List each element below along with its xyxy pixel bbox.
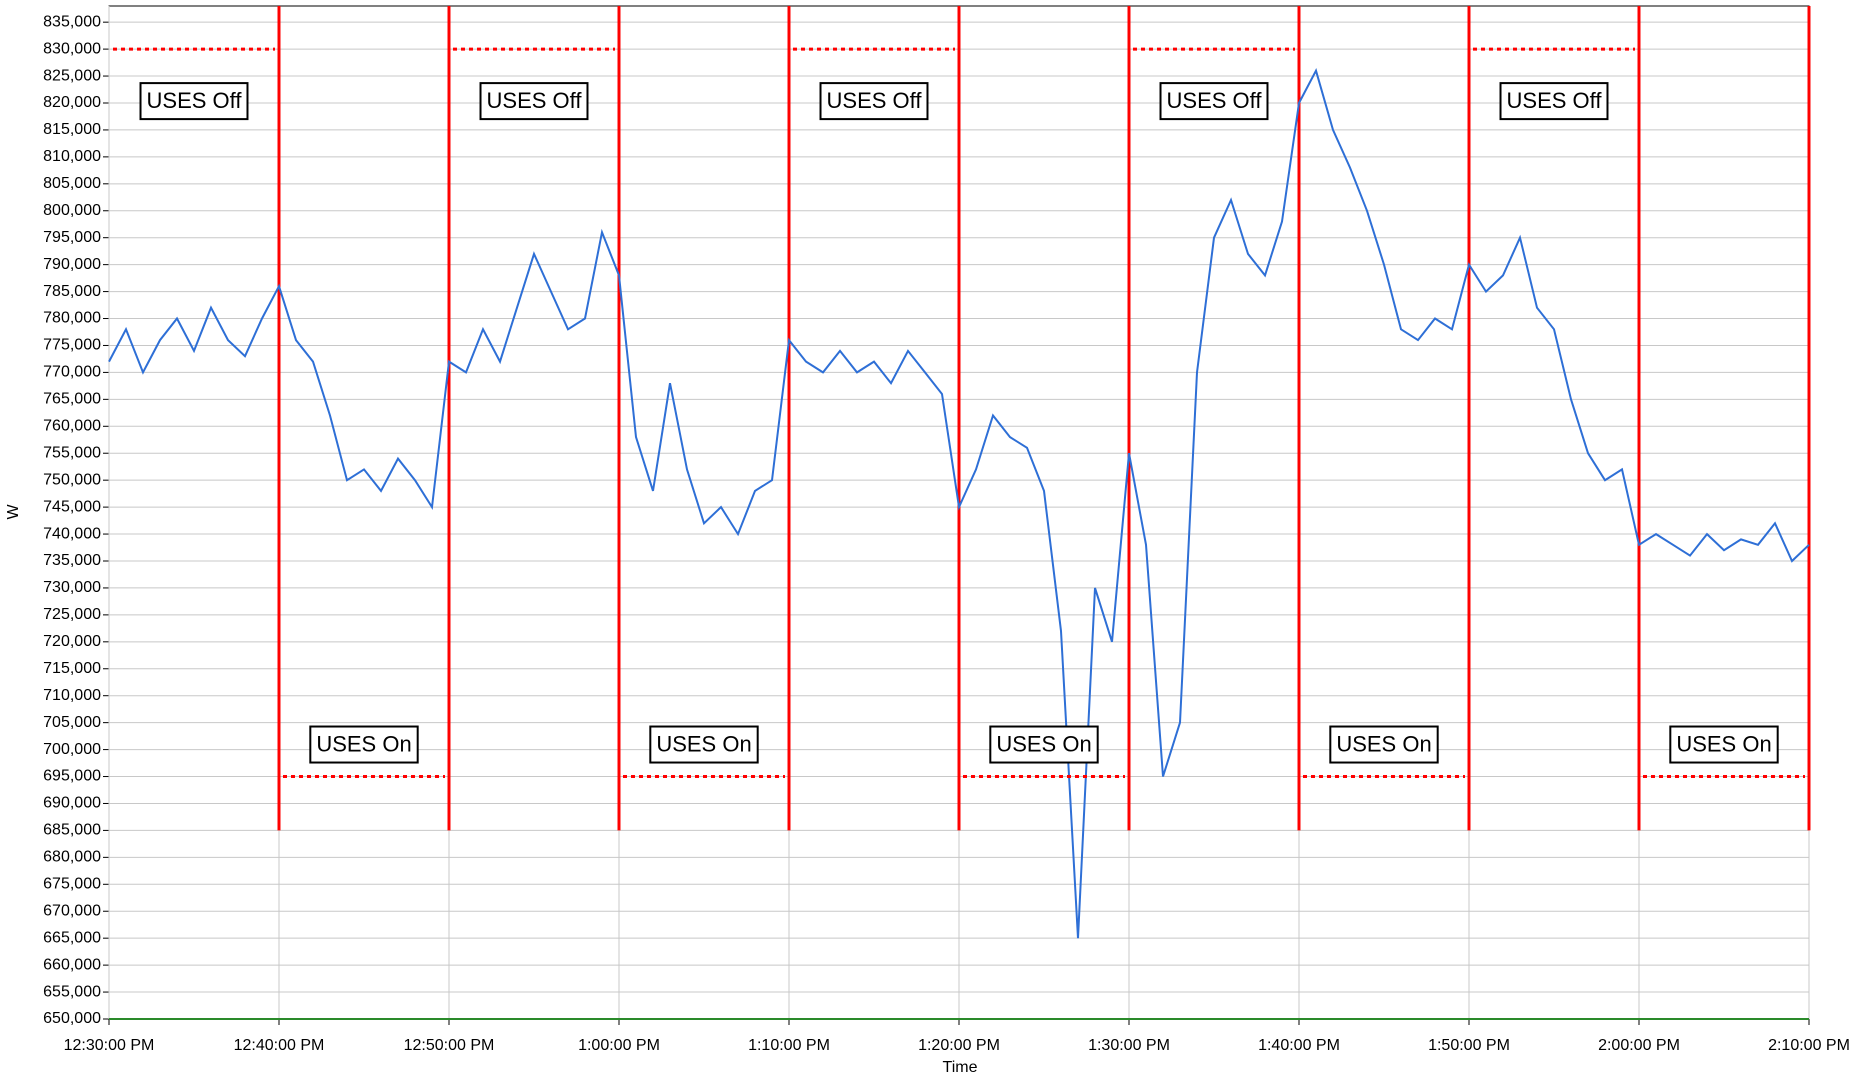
y-tick-label: 780,000 xyxy=(43,310,101,327)
annotation-box xyxy=(139,82,249,121)
y-tick-label: 805,000 xyxy=(43,175,101,192)
y-tick-label: 650,000 xyxy=(43,1010,101,1027)
annotation-label: USES On xyxy=(656,731,751,756)
y-tick-label: 760,000 xyxy=(43,418,101,435)
y-tick-label: 685,000 xyxy=(43,822,101,839)
x-tick-label: 1:20:00 PM xyxy=(918,1037,1000,1054)
annotation-box xyxy=(819,82,929,121)
x-tick-label: 1:40:00 PM xyxy=(1258,1037,1340,1054)
y-tick-label: 790,000 xyxy=(43,256,101,273)
annotation-label: USES Off xyxy=(827,88,923,113)
x-tick-label: 12:50:00 PM xyxy=(404,1037,495,1054)
y-tick-label: 655,000 xyxy=(43,983,101,1000)
y-tick-label: 710,000 xyxy=(43,687,101,704)
annotation-label: USES Off xyxy=(1167,88,1263,113)
data-line xyxy=(108,68,1810,939)
x-tick-label: 1:00:00 PM xyxy=(578,1037,660,1054)
x-tick-label: 1:50:00 PM xyxy=(1428,1037,1510,1054)
y-tick-label: 740,000 xyxy=(43,525,101,542)
y-tick-label: 675,000 xyxy=(43,876,101,893)
y-tick-label: 820,000 xyxy=(43,94,101,111)
annotation-label: USES On xyxy=(996,731,1091,756)
y-tick-label: 815,000 xyxy=(43,121,101,138)
annotation-label: USES On xyxy=(316,731,411,756)
x-tick-label: 12:40:00 PM xyxy=(234,1037,325,1054)
annotation-box xyxy=(309,725,419,764)
annotation-box xyxy=(1159,82,1269,121)
annotation-box xyxy=(1499,82,1609,121)
x-tick-label: 2:10:00 PM xyxy=(1768,1037,1850,1054)
y-tick-label: 835,000 xyxy=(43,13,101,30)
x-tick-label: 2:00:00 PM xyxy=(1598,1037,1680,1054)
annotation-label: USES Off xyxy=(147,88,243,113)
y-tick-label: 705,000 xyxy=(43,714,101,731)
y-tick-label: 795,000 xyxy=(43,229,101,246)
y-axis-label: W xyxy=(5,504,22,520)
annotation-label: USES Off xyxy=(1507,88,1603,113)
y-tick-label: 765,000 xyxy=(43,391,101,408)
annotation-box xyxy=(989,725,1099,764)
y-tick-label: 770,000 xyxy=(43,364,101,381)
x-axis-label: Time xyxy=(943,1059,978,1076)
y-tick-label: 730,000 xyxy=(43,579,101,596)
x-tick-label: 1:10:00 PM xyxy=(748,1037,830,1054)
x-tick-label: 1:30:00 PM xyxy=(1088,1037,1170,1054)
annotation-label: USES On xyxy=(1676,731,1771,756)
x-tick-label: 12:30:00 PM xyxy=(64,1037,155,1054)
annotation-box xyxy=(649,725,759,764)
y-tick-label: 695,000 xyxy=(43,768,101,785)
annotation-box xyxy=(1329,725,1439,764)
y-tick-label: 665,000 xyxy=(43,929,101,946)
y-tick-label: 830,000 xyxy=(43,40,101,57)
y-tick-label: 700,000 xyxy=(43,741,101,758)
annotation-box xyxy=(1669,725,1779,764)
annotation-box xyxy=(479,82,589,121)
y-tick-label: 775,000 xyxy=(43,337,101,354)
y-tick-label: 800,000 xyxy=(43,202,101,219)
y-tick-label: 745,000 xyxy=(43,498,101,515)
y-tick-label: 670,000 xyxy=(43,902,101,919)
y-tick-label: 750,000 xyxy=(43,471,101,488)
annotation-label: USES Off xyxy=(487,88,583,113)
y-tick-label: 660,000 xyxy=(43,956,101,973)
y-tick-label: 825,000 xyxy=(43,67,101,84)
y-tick-label: 715,000 xyxy=(43,660,101,677)
y-tick-label: 785,000 xyxy=(43,283,101,300)
y-tick-label: 680,000 xyxy=(43,849,101,866)
y-tick-label: 755,000 xyxy=(43,444,101,461)
annotation-label: USES On xyxy=(1336,731,1431,756)
y-tick-label: 720,000 xyxy=(43,633,101,650)
y-tick-label: 735,000 xyxy=(43,552,101,569)
y-tick-label: 690,000 xyxy=(43,795,101,812)
y-tick-label: 810,000 xyxy=(43,148,101,165)
y-tick-label: 725,000 xyxy=(43,606,101,623)
